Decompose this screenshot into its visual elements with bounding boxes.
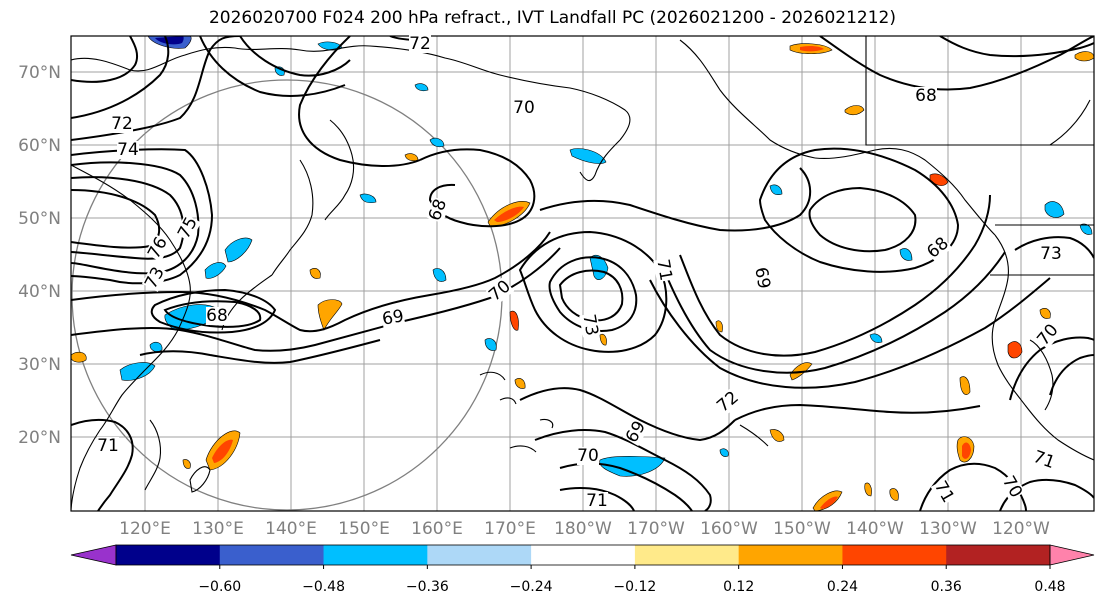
lat-label: 70°N: [18, 63, 61, 83]
colorbar-extend-high: [1049, 544, 1095, 566]
contour-label: 71: [652, 258, 675, 283]
colorbar-segment: [219, 545, 325, 565]
lon-label: 130°W: [919, 519, 977, 539]
lat-label: 50°N: [18, 209, 61, 229]
lon-label: 160°W: [700, 519, 758, 539]
lon-label: 130°E: [192, 519, 244, 539]
contour-label: 73: [578, 313, 601, 338]
colorbar-tick-label: −0.24: [510, 579, 553, 595]
contour-label: 72: [111, 114, 133, 134]
contour-label: 72: [409, 34, 431, 54]
contour-label-bg: [485, 277, 515, 305]
contour-label: 70: [577, 446, 599, 466]
contour-label: 74: [117, 140, 139, 160]
colorbar-segment: [323, 545, 428, 565]
lon-label: 170°W: [627, 519, 685, 539]
contour-label: 69: [750, 266, 773, 291]
colorbar-tick-label: 0.24: [827, 579, 858, 595]
contour-label-bg: [653, 257, 675, 283]
contour-label-bg: [380, 307, 406, 329]
contour-label-bg: [930, 477, 958, 507]
contour-label-bg: [144, 234, 172, 262]
contour-label-bg: [97, 437, 119, 455]
contour-label: 68: [915, 86, 937, 106]
map-frame: [70, 35, 1095, 512]
colorbar-tick-label: 0.48: [1034, 579, 1065, 595]
lat-label: 20°N: [18, 428, 61, 448]
lat-label: 30°N: [18, 355, 61, 375]
longitude-labels: 120°E 130°E 140°E 150°E 160°E 170°E 180°W 170°W…: [119, 519, 1050, 539]
contour-label-bg: [577, 447, 599, 465]
colorbar-frame: [115, 544, 1051, 566]
contour-label: 71: [97, 436, 119, 456]
contour-label-bg: [923, 234, 953, 262]
contour-label-bg: [998, 472, 1026, 502]
colorbar-segment: [116, 545, 221, 565]
contour-label-bg: [206, 307, 228, 325]
contour-label: 70: [513, 98, 535, 118]
contour-label-bg: [141, 264, 169, 292]
contour-label-bg: [586, 492, 608, 510]
contour-label-bg: [1030, 447, 1058, 473]
contour-label-bg: [409, 35, 431, 53]
contour-label: 71: [586, 491, 608, 511]
lon-label: 180°W: [554, 519, 612, 539]
lon-label: 120°E: [119, 519, 171, 539]
contour-label-bg: [713, 388, 743, 416]
colorbar-tick-label: 0.36: [931, 579, 962, 595]
lon-label: 170°E: [484, 519, 536, 539]
coastlines: [71, 36, 1094, 511]
colorbar-segment: [738, 545, 843, 565]
positive-anomalies: [71, 43, 1094, 511]
contour-label: 69: [381, 306, 406, 329]
colorbar-extend-low: [70, 544, 117, 566]
contour-label-bg: [751, 265, 773, 291]
colorbar-segment: [427, 545, 532, 565]
lat-label: 60°N: [18, 136, 61, 156]
lon-label: 140°W: [846, 519, 904, 539]
contour-label: 68: [206, 306, 228, 326]
colorbar-segment: [842, 545, 947, 565]
contour-label-bg: [1040, 245, 1062, 263]
lon-label: 120°W: [992, 519, 1050, 539]
contour-label-bg: [622, 417, 650, 447]
contour-label-bg: [425, 196, 451, 224]
colorbar-tick-label: −0.12: [613, 579, 656, 595]
lon-label: 140°E: [265, 519, 317, 539]
lon-label: 150°E: [338, 519, 390, 539]
colorbar-tick-labels: −0.60 −0.48 −0.36 −0.24 −0.12 0.12 0.24 0.36 0.4…: [198, 579, 1065, 595]
contour-label-bg: [579, 312, 601, 338]
colorbar-tick-label: −0.60: [198, 579, 241, 595]
lon-label: 150°W: [773, 519, 831, 539]
colorbar-tick-label: −0.48: [302, 579, 345, 595]
colorbar-tick-label: −0.36: [406, 579, 449, 595]
contour-label-bg: [117, 141, 139, 159]
contour-label: 73: [1040, 244, 1062, 264]
contour-label-bg: [174, 214, 202, 242]
colorbar-segment: [946, 545, 1051, 565]
colorbar-segment: [531, 545, 636, 565]
contour-label-bg: [111, 115, 133, 133]
colorbar: [70, 544, 1095, 569]
ivt-shading: [71, 36, 1094, 511]
map-title: 2026020700 F024 200 hPa refract., IVT La…: [208, 8, 896, 28]
map-content: [71, 36, 1094, 511]
negative-anomalies: [119, 36, 1093, 477]
colorbar-segment: [634, 545, 740, 565]
refractivity-contours: [71, 36, 1094, 511]
lat-label: 40°N: [18, 282, 61, 302]
lon-label: 160°E: [411, 519, 463, 539]
contour-label-bg: [915, 87, 937, 105]
colorbar-tick-label: 0.12: [723, 579, 754, 595]
latitude-labels: 70°N 60°N 50°N 40°N 30°N 20°N: [18, 63, 61, 448]
contour-label-bg: [513, 99, 535, 117]
contour-label-bg: [1034, 320, 1062, 350]
